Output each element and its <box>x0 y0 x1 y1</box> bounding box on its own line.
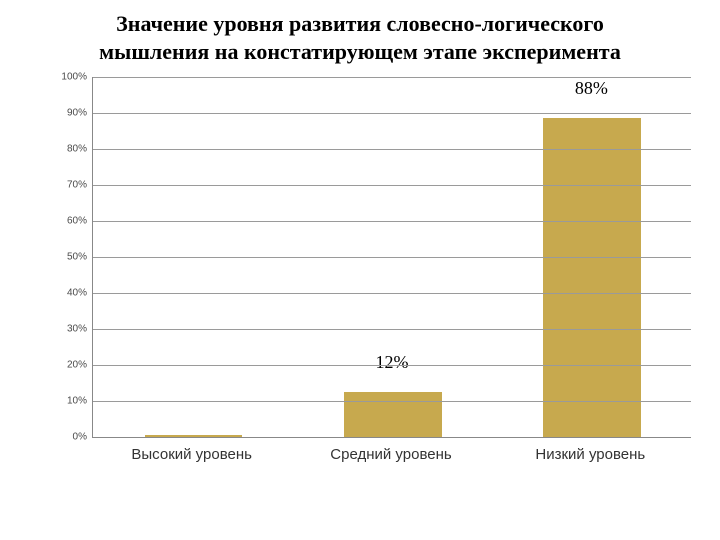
plot-area: 12%88% 0%10%20%30%40%50%60%70%80%90%100% <box>92 77 691 438</box>
y-tick-label: 10% <box>67 396 93 407</box>
gridline <box>93 401 691 402</box>
x-tick-label: Низкий уровень <box>491 438 690 463</box>
x-tick-label: Высокий уровень <box>92 438 291 463</box>
y-tick-label: 90% <box>67 108 93 119</box>
gridline <box>93 293 691 294</box>
y-tick-label: 80% <box>67 144 93 155</box>
x-tick-label: Средний уровень <box>291 438 490 463</box>
bar-value-label: 12% <box>375 352 408 373</box>
gridline <box>93 149 691 150</box>
y-tick-label: 20% <box>67 360 93 371</box>
y-tick-label: 30% <box>67 324 93 335</box>
x-axis: Высокий уровеньСредний уровеньНизкий уро… <box>92 438 690 463</box>
gridline <box>93 329 691 330</box>
bar <box>543 118 641 437</box>
gridline <box>93 365 691 366</box>
bar <box>344 392 442 437</box>
gridline <box>93 113 691 114</box>
chart-container: 12%88% 0%10%20%30%40%50%60%70%80%90%100%… <box>30 77 690 463</box>
gridline <box>93 221 691 222</box>
gridline <box>93 257 691 258</box>
y-tick-label: 60% <box>67 216 93 227</box>
y-tick-label: 0% <box>73 432 93 443</box>
gridline <box>93 185 691 186</box>
y-tick-label: 40% <box>67 288 93 299</box>
gridline <box>93 77 691 78</box>
y-tick-label: 50% <box>67 252 93 263</box>
y-tick-label: 70% <box>67 180 93 191</box>
bar <box>145 435 243 437</box>
chart-title: Значение уровня развития словесно-логиче… <box>0 0 720 69</box>
bar-value-label: 88% <box>575 78 608 99</box>
y-tick-label: 100% <box>61 72 93 83</box>
